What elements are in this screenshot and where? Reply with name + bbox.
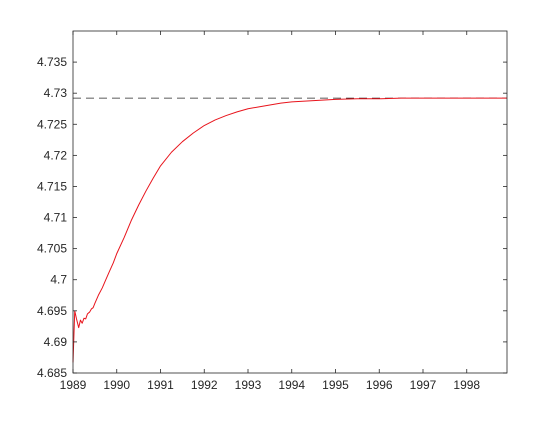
axes-box bbox=[72, 30, 508, 374]
y-tick-label: 4.69 bbox=[44, 335, 68, 349]
y-tick-label: 4.7 bbox=[50, 273, 67, 287]
y-tick-label: 4.71 bbox=[44, 211, 68, 225]
y-tick-label: 4.73 bbox=[44, 86, 68, 100]
series-line-0 bbox=[72, 97, 507, 363]
y-tick-label: 4.72 bbox=[44, 148, 68, 162]
x-tick-label: 1990 bbox=[103, 378, 130, 392]
y-tick-label: 4.695 bbox=[37, 304, 67, 318]
y-tick-label: 4.715 bbox=[37, 179, 67, 193]
x-tick-label: 1998 bbox=[453, 378, 480, 392]
x-tick-label: 1996 bbox=[366, 378, 393, 392]
x-tick-label: 1995 bbox=[322, 378, 349, 392]
plot-area bbox=[73, 31, 507, 373]
x-tick-label: 1989 bbox=[60, 378, 87, 392]
x-tick-label: 1992 bbox=[191, 378, 218, 392]
x-tick-label: 1997 bbox=[410, 378, 437, 392]
y-tick-label: 4.725 bbox=[37, 117, 67, 131]
y-tick-label: 4.705 bbox=[37, 242, 67, 256]
y-tick-label: 4.685 bbox=[37, 366, 67, 380]
x-tick-label: 1991 bbox=[147, 378, 174, 392]
x-tick-label: 1993 bbox=[235, 378, 262, 392]
x-tick-label: 1994 bbox=[278, 378, 305, 392]
y-tick-label: 4.735 bbox=[37, 55, 67, 69]
